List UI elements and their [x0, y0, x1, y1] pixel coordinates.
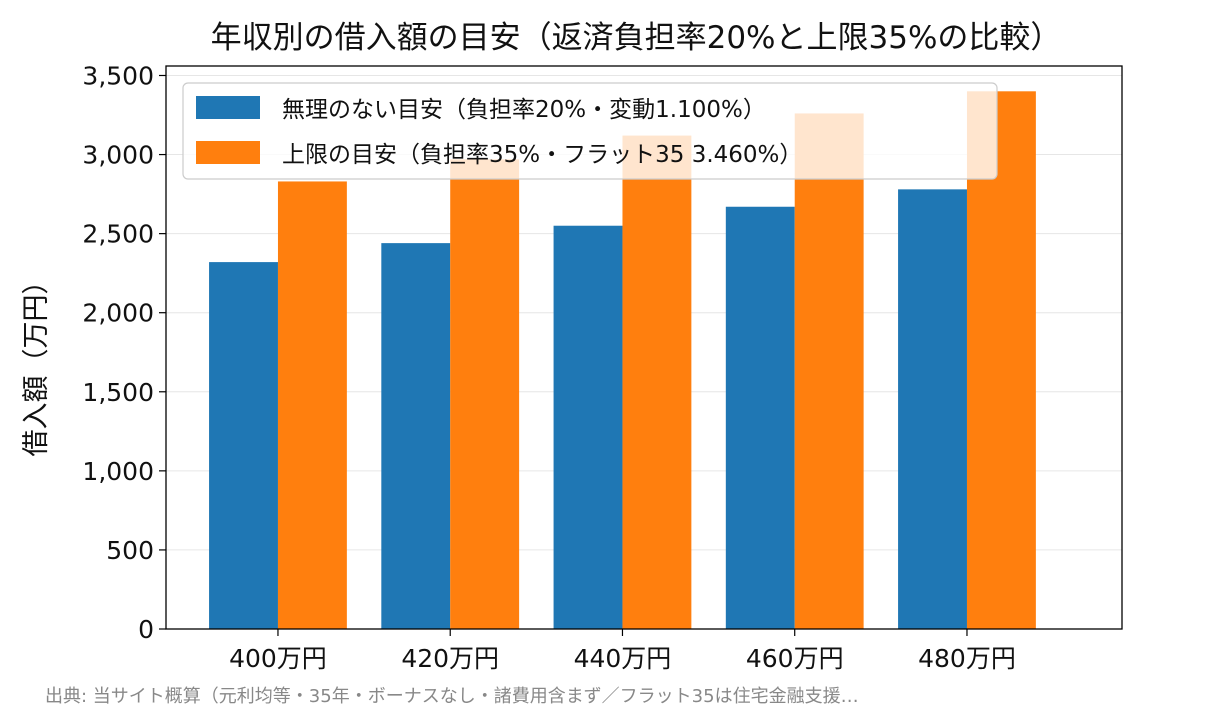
- y-tick-label: 2,000: [82, 299, 154, 328]
- x-axis: 400万円 420万円 440万円 460万円 480万円: [229, 629, 1016, 673]
- y-axis: 0 500 1,000 1,500 2,000 2,500 3,000 3,500: [82, 61, 166, 644]
- y-tick-label: 500: [106, 536, 154, 565]
- y-tick-label: 1,000: [82, 457, 154, 486]
- bar-series-2: [794, 113, 864, 629]
- bars: [209, 91, 1036, 630]
- x-tick-label: 480万円: [918, 644, 1016, 673]
- y-tick-label: 3,500: [82, 61, 154, 90]
- x-tick-label: 420万円: [401, 644, 499, 673]
- bar-series-2: [277, 181, 347, 629]
- y-tick-label: 2,500: [82, 220, 154, 249]
- legend-label-series-2: 上限の目安（負担率35%・フラット35 3.460%）: [282, 142, 802, 168]
- bar-series-1: [898, 189, 967, 629]
- y-tick-label: 0: [138, 615, 154, 644]
- bar-series-2: [622, 135, 692, 629]
- x-tick-label: 440万円: [574, 644, 672, 673]
- plot-frame: [165, 65, 1123, 630]
- y-tick-label: 3,000: [82, 141, 154, 170]
- legend-swatch-series-1: [196, 96, 260, 119]
- bar-series-1: [209, 262, 278, 629]
- legend-swatch-series-2: [196, 141, 260, 164]
- y-tick-label: 1,500: [82, 378, 154, 407]
- x-tick-label: 400万円: [229, 644, 327, 673]
- bar-series-1: [553, 225, 623, 629]
- bar-series-1: [725, 206, 795, 629]
- bar-series-1: [381, 243, 451, 629]
- legend-label-series-1: 無理のない目安（負担率20%・変動1.100%）: [282, 97, 766, 123]
- legend-box: [182, 82, 998, 180]
- x-tick-label: 460万円: [746, 644, 844, 673]
- bar-series-2: [966, 91, 1036, 630]
- source-note: 出典: 当サイト概算（元利均等・35年・ボーナスなし・諸費用含まず／フラット35…: [45, 686, 859, 707]
- bar-series-2: [450, 159, 520, 629]
- y-axis-label: 借入額（万円）: [21, 268, 52, 457]
- chart-title: 年収別の借入額の目安（返済負担率20%と上限35%の比較）: [211, 20, 1062, 56]
- legend: 無理のない目安（負担率20%・変動1.100%） 上限の目安（負担率35%・フラ…: [182, 82, 998, 180]
